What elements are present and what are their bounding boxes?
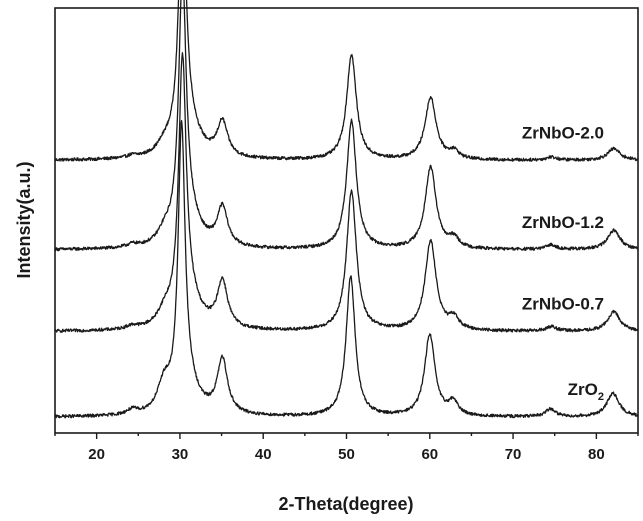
x-tick-label: 70 [505, 446, 522, 463]
x-tick-label: 20 [88, 446, 105, 463]
series-line [54, 52, 639, 333]
series-labels: ZrNbO-2.0 ZrNbO-1.2 ZrNbO-0.7 ZrO2 [522, 123, 604, 403]
x-tick-label: 60 [421, 446, 438, 463]
series-label: ZrO2 [568, 380, 604, 403]
series-label: ZrNbO-1.2 [522, 213, 604, 232]
x-axis-title: 2-Theta(degree) [278, 494, 413, 514]
x-tick-label: 30 [172, 446, 189, 463]
series-line [54, 119, 639, 419]
series-group [54, 0, 639, 419]
series-label: ZrNbO-2.0 [522, 123, 604, 142]
series-line [54, 0, 639, 252]
x-tick-label: 40 [255, 446, 272, 463]
series-line [54, 0, 639, 162]
series-label: ZrNbO-0.7 [522, 295, 604, 314]
x-axis-ticks: 20 30 40 50 60 70 80 [54, 433, 639, 463]
y-axis-title: Intensity(a.u.) [14, 161, 34, 278]
x-tick-label: 50 [338, 446, 355, 463]
x-tick-label: 80 [588, 446, 605, 463]
